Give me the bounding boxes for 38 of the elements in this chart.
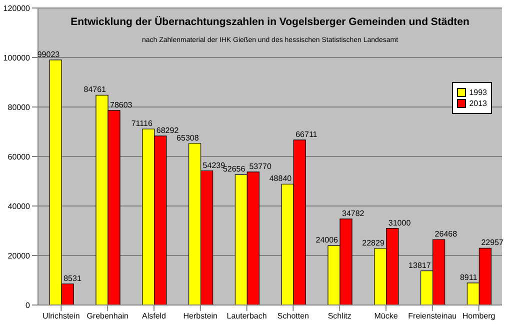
x-tick-label: Herbstein	[183, 312, 218, 321]
x-tick-label: Homberg	[462, 312, 496, 321]
data-label: 26468	[434, 229, 458, 238]
data-label: 78603	[110, 100, 133, 110]
x-tick-label: Alsfeld	[142, 312, 166, 321]
data-label: 34782	[342, 208, 365, 218]
data-label: 8911	[460, 272, 478, 282]
y-tick-label: 80000	[8, 102, 31, 112]
y-tick-label: 0	[26, 300, 31, 310]
data-label: 13817	[408, 260, 432, 270]
x-tick-label: Grebenhain	[86, 312, 129, 321]
data-label: 48840	[269, 174, 292, 184]
data-label: 68292	[156, 126, 180, 135]
data-label: 71116	[131, 118, 153, 128]
data-label: 22829	[362, 238, 385, 248]
y-tick-label: 40000	[8, 202, 31, 211]
x-tick-label: Lauterbach	[226, 312, 267, 321]
legend-label: 2013	[469, 99, 487, 108]
y-tick-label: 20000	[8, 251, 31, 260]
legend-label: 1993	[469, 88, 487, 97]
data-label: 53770	[249, 162, 272, 171]
data-label: 84761	[84, 85, 107, 94]
data-label: 65308	[176, 133, 200, 142]
y-tick-label: 100000	[3, 53, 31, 62]
y-tick-label: 60000	[8, 152, 31, 162]
x-tick-label: Freiensteinau	[408, 312, 457, 321]
x-tick-label: Schlitz	[328, 312, 352, 321]
data-label: 66711	[296, 130, 318, 139]
data-label: 22957	[481, 238, 504, 248]
y-tick-label: 120000	[3, 4, 31, 13]
data-label: 99023	[37, 50, 60, 59]
x-tick-label: Mücke	[374, 312, 398, 321]
data-label: 8531	[64, 274, 82, 283]
x-tick-label: Ulrichstein	[42, 312, 80, 321]
data-label: 24006	[316, 236, 339, 245]
data-label: 31000	[388, 218, 412, 228]
text: Entwicklung der Übernachtungszahlen in Vogelsberger Gemeinden und Städten	[70, 16, 470, 28]
x-tick-label: Schotten	[277, 312, 309, 321]
